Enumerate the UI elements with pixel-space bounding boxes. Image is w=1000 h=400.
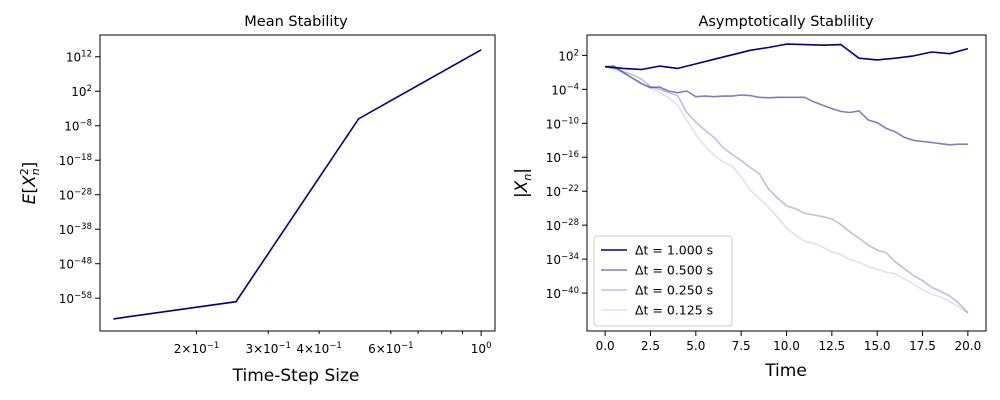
mean-stability-line bbox=[113, 49, 482, 320]
series-line-2 bbox=[604, 65, 969, 314]
asym-xtick-label: 7.5 bbox=[732, 339, 751, 353]
asym-xtick-label: 0.0 bbox=[596, 339, 615, 353]
asym-ytick-label: 10−28 bbox=[546, 218, 579, 233]
mean-ytick-label: 1012 bbox=[66, 50, 92, 65]
asym-ytick-label: 10−10 bbox=[546, 116, 579, 131]
asym-xtick-label: 2.5 bbox=[641, 339, 660, 353]
legend: Δt = 1.000 s Δt = 0.500 s Δt = 0.250 s Δt =… bbox=[593, 235, 733, 327]
asym-xtick-label: 15.0 bbox=[864, 339, 891, 353]
asym-xtick-label: 12.5 bbox=[818, 339, 845, 353]
series-line-1 bbox=[605, 65, 968, 146]
asymptotic-stability-xlabel: Time bbox=[764, 361, 807, 381]
asym-xtick-label: 17.5 bbox=[909, 339, 936, 353]
mean-stability-axes: Mean Stability 100 2×10−1 3×10−1 4×10−1 6×10… bbox=[18, 14, 496, 386]
mean-xtick-label: 3×10−1 bbox=[245, 341, 291, 356]
mean-ytick-label: 10−38 bbox=[59, 222, 92, 237]
asym-ytick-label: 10−16 bbox=[546, 150, 579, 165]
legend-box bbox=[593, 235, 733, 327]
mean-ytick-label: 10−28 bbox=[59, 188, 92, 203]
mean-ytick-label: 10−18 bbox=[59, 153, 92, 168]
asym-ytick-label: 10−34 bbox=[546, 252, 579, 267]
legend-entry: Δt = 0.500 s bbox=[635, 263, 713, 278]
legend-entry: Δt = 1.000 s bbox=[635, 243, 713, 258]
mean-xtick-label: 4×10−1 bbox=[296, 341, 342, 356]
mean-stability-ylabel: E[X2n] bbox=[18, 162, 42, 205]
asym-ytick-label: 10−22 bbox=[546, 184, 579, 199]
mean-stability-frame bbox=[99, 34, 496, 332]
asym-xtick-label: 5.0 bbox=[686, 339, 705, 353]
mean-xtick-label: 6×10−1 bbox=[368, 341, 414, 356]
legend-entry: Δt = 0.250 s bbox=[635, 283, 713, 298]
asymptotic-stability-title: Asymptotically Stablility bbox=[698, 14, 874, 30]
series-line-0 bbox=[605, 43, 969, 71]
mean-stability-xlabel: Time-Step Size bbox=[232, 366, 360, 386]
mean-stability-title: Mean Stability bbox=[244, 14, 348, 30]
legend-entry: Δt = 0.125 s bbox=[635, 303, 713, 318]
mean-xtick-label: 2×10−1 bbox=[174, 341, 220, 356]
asym-xtick-label: 10.0 bbox=[773, 339, 800, 353]
mean-ytick-label: 10−48 bbox=[59, 257, 92, 272]
asymptotic-stability-ylabel: |Xn| bbox=[512, 168, 534, 198]
asym-xtick-label: 20.0 bbox=[955, 339, 982, 353]
asym-ytick-label: 10−40 bbox=[546, 286, 579, 301]
asym-ytick-label: 102 bbox=[558, 48, 579, 63]
mean-ytick-label: 10−58 bbox=[59, 291, 92, 306]
asym-ytick-label: 10−4 bbox=[551, 82, 579, 97]
series-line-3 bbox=[604, 65, 969, 314]
asymptotic-stability-axes: Asymptotically Stablility 0.0 2.5 5.0 7.5 10… bbox=[512, 14, 987, 381]
mean-xtick-label: 100 bbox=[471, 341, 492, 356]
mean-ytick-label: 10−8 bbox=[64, 119, 92, 134]
mean-ytick-label: 102 bbox=[71, 84, 92, 99]
